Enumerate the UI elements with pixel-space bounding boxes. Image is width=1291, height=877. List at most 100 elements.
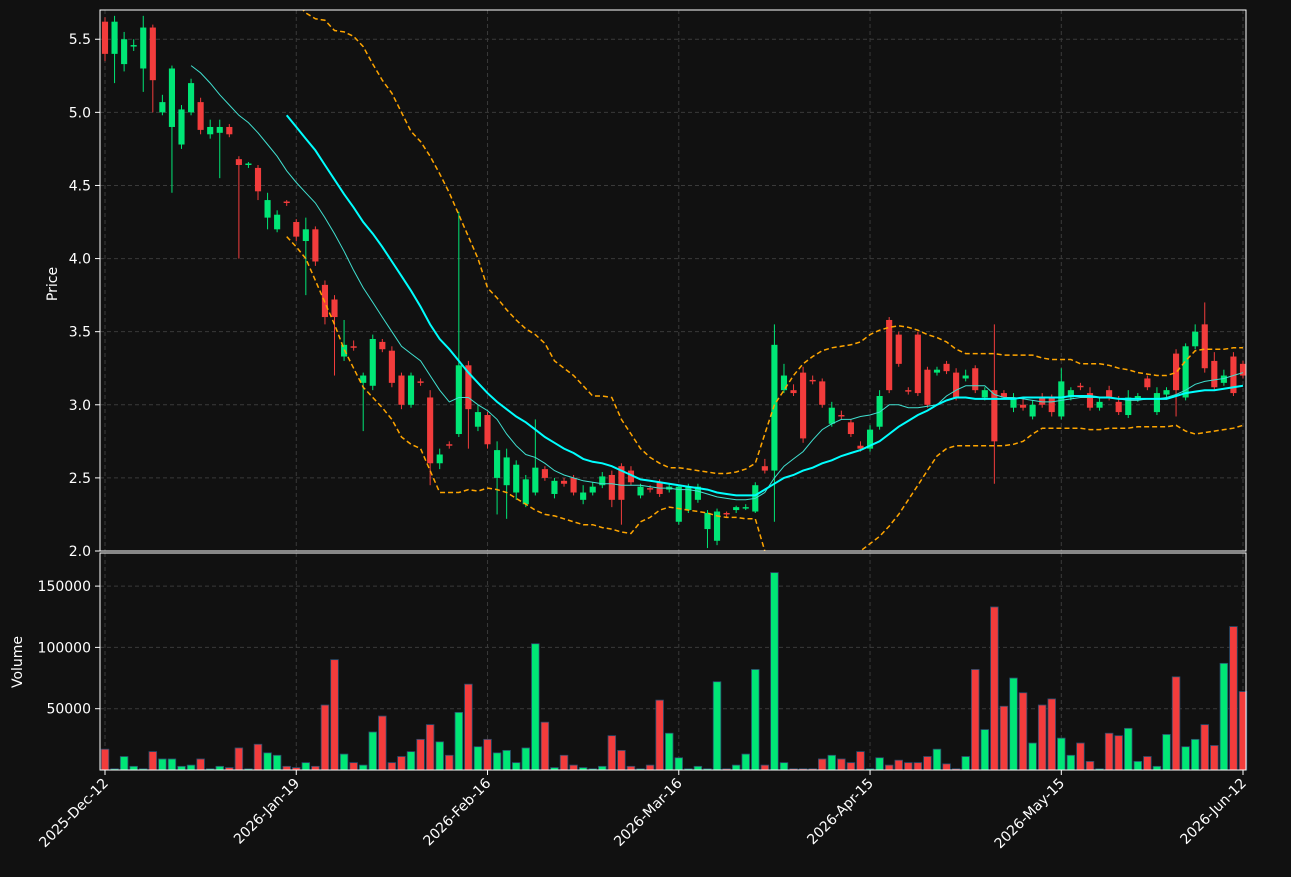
candle-body bbox=[599, 476, 606, 486]
candle-body bbox=[580, 492, 587, 500]
candle-body bbox=[800, 372, 807, 439]
candle-body bbox=[522, 479, 529, 505]
candle-body bbox=[1067, 390, 1074, 398]
volume-bar bbox=[502, 749, 511, 771]
candle-body bbox=[924, 369, 931, 405]
volume-bar bbox=[425, 724, 435, 771]
candle-body bbox=[532, 467, 539, 493]
overlay-line bbox=[286, 236, 1244, 551]
volume-bar bbox=[1047, 698, 1056, 771]
volume-bar bbox=[483, 738, 492, 771]
candle-body bbox=[790, 390, 797, 394]
volume-bar bbox=[990, 606, 999, 771]
volume-bar bbox=[158, 758, 167, 771]
volume-bar bbox=[435, 741, 444, 771]
candle-body bbox=[274, 214, 281, 230]
volume-bar bbox=[894, 759, 903, 771]
candle-body bbox=[188, 83, 195, 113]
volume-bar bbox=[961, 756, 970, 771]
volume-bar bbox=[406, 751, 416, 771]
volume-bar bbox=[1171, 676, 1181, 771]
volume-bar bbox=[827, 754, 837, 771]
volume-bar bbox=[1143, 756, 1152, 771]
candle-body bbox=[876, 396, 883, 427]
volume-bar bbox=[1009, 677, 1018, 771]
candle-body bbox=[474, 412, 482, 427]
volume-bar bbox=[100, 748, 110, 771]
volume-bar bbox=[167, 758, 177, 771]
candle-body bbox=[446, 444, 453, 446]
candle-body bbox=[130, 45, 137, 47]
volume-bar bbox=[368, 731, 377, 771]
volume-bar bbox=[531, 643, 540, 771]
candle-body bbox=[513, 464, 520, 493]
volume-bar bbox=[263, 752, 272, 771]
candle-body bbox=[484, 415, 491, 445]
candle-body bbox=[1220, 375, 1227, 383]
volume-bar bbox=[253, 743, 263, 771]
volume-bar bbox=[1219, 662, 1229, 771]
y-tick-label: 2.5 bbox=[69, 471, 91, 487]
candle-body bbox=[350, 346, 357, 348]
candle-body bbox=[331, 299, 338, 318]
volume-bar bbox=[1085, 761, 1095, 771]
candle-body bbox=[407, 375, 415, 405]
volume-bar bbox=[234, 747, 244, 771]
volume-bar bbox=[712, 681, 722, 771]
volume-bar bbox=[397, 756, 406, 771]
candle-body bbox=[1153, 393, 1160, 413]
candle-body bbox=[608, 474, 615, 500]
candle-body bbox=[809, 379, 816, 382]
candle-body bbox=[121, 39, 128, 65]
volume-bar bbox=[770, 572, 779, 771]
volume-bar bbox=[521, 747, 530, 771]
volume-bar bbox=[282, 765, 291, 771]
candle-body bbox=[618, 466, 625, 500]
volume-bar bbox=[971, 669, 980, 771]
candle-body bbox=[178, 109, 185, 145]
candle-body bbox=[379, 341, 386, 350]
candle-body bbox=[494, 450, 501, 478]
candle-body bbox=[1058, 381, 1065, 417]
candle-body bbox=[933, 369, 941, 373]
y-tick-label: 5.5 bbox=[69, 32, 91, 48]
volume-bar bbox=[884, 764, 894, 771]
candle-body bbox=[1029, 404, 1036, 417]
overlay-layer bbox=[190, 10, 1244, 551]
volume-bar bbox=[215, 765, 224, 771]
candle-body bbox=[168, 68, 176, 127]
volume-bar bbox=[1076, 742, 1085, 771]
candle-body bbox=[589, 486, 596, 493]
volume-bar bbox=[837, 758, 846, 771]
volume-bar bbox=[272, 754, 282, 771]
candle-body bbox=[895, 334, 902, 364]
candle-body bbox=[713, 511, 721, 541]
overlay-line bbox=[190, 65, 1244, 501]
volume-bar bbox=[999, 705, 1009, 771]
candle-body bbox=[398, 375, 405, 405]
overlay-line bbox=[302, 10, 1243, 475]
volume-bar bbox=[569, 764, 578, 771]
candle-body bbox=[819, 381, 826, 405]
volume-bar bbox=[1057, 737, 1066, 771]
candle-body bbox=[675, 486, 682, 522]
volume-bar bbox=[617, 749, 626, 771]
volume-bar bbox=[1200, 724, 1209, 771]
volume-bar bbox=[751, 669, 760, 771]
candle-body bbox=[560, 480, 568, 484]
volume-bar bbox=[129, 765, 138, 771]
candle-body bbox=[1239, 363, 1246, 376]
candle-body bbox=[1172, 353, 1180, 391]
candle-body bbox=[1019, 404, 1027, 408]
y-tick-label: 5.0 bbox=[69, 105, 91, 121]
volume-bar bbox=[913, 762, 923, 771]
candle-body bbox=[455, 365, 462, 435]
candle-body bbox=[733, 507, 740, 511]
volume-bar bbox=[320, 704, 330, 771]
volume-bar bbox=[598, 765, 607, 771]
volume-bar bbox=[1114, 735, 1123, 771]
candle-body bbox=[1163, 390, 1170, 395]
volume-frame bbox=[99, 552, 1247, 771]
candle-body bbox=[245, 163, 252, 165]
